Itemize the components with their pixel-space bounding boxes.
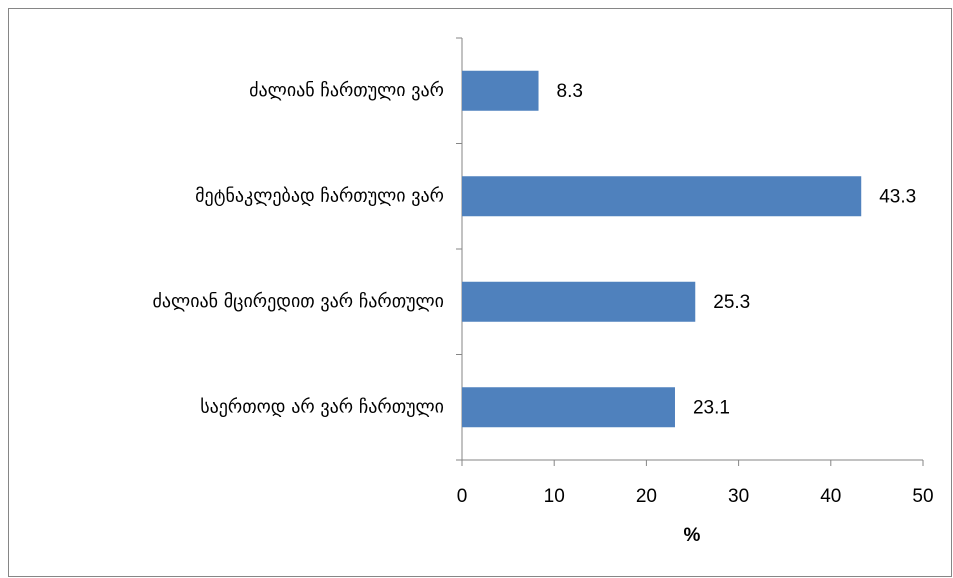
- y-tick-label: მეტნაკლებად ჩართული ვარ: [195, 185, 444, 206]
- bar: [462, 70, 539, 111]
- bar: [462, 387, 675, 428]
- x-tick-label: 10: [544, 486, 565, 507]
- x-tick-label: 20: [636, 486, 657, 507]
- value-label: 25.3: [713, 292, 750, 313]
- value-label: 43.3: [879, 186, 916, 207]
- x-axis-label: %: [684, 525, 701, 546]
- bar: [462, 176, 862, 217]
- y-tick-label: ძალიან ჩართული ვარ: [249, 80, 444, 101]
- x-tick-label: 50: [912, 486, 933, 507]
- x-tick-label: 30: [728, 486, 749, 507]
- y-tick-label: საერთოდ არ ვარ ჩართული: [200, 396, 444, 417]
- value-label: 8.3: [557, 81, 583, 102]
- x-tick-label: 40: [820, 486, 841, 507]
- bar: [462, 281, 696, 322]
- value-label: 23.1: [693, 397, 730, 418]
- y-tick-label: ძალიან მცირედით ვარ ჩართული: [152, 291, 444, 312]
- x-tick-label: 0: [457, 486, 468, 507]
